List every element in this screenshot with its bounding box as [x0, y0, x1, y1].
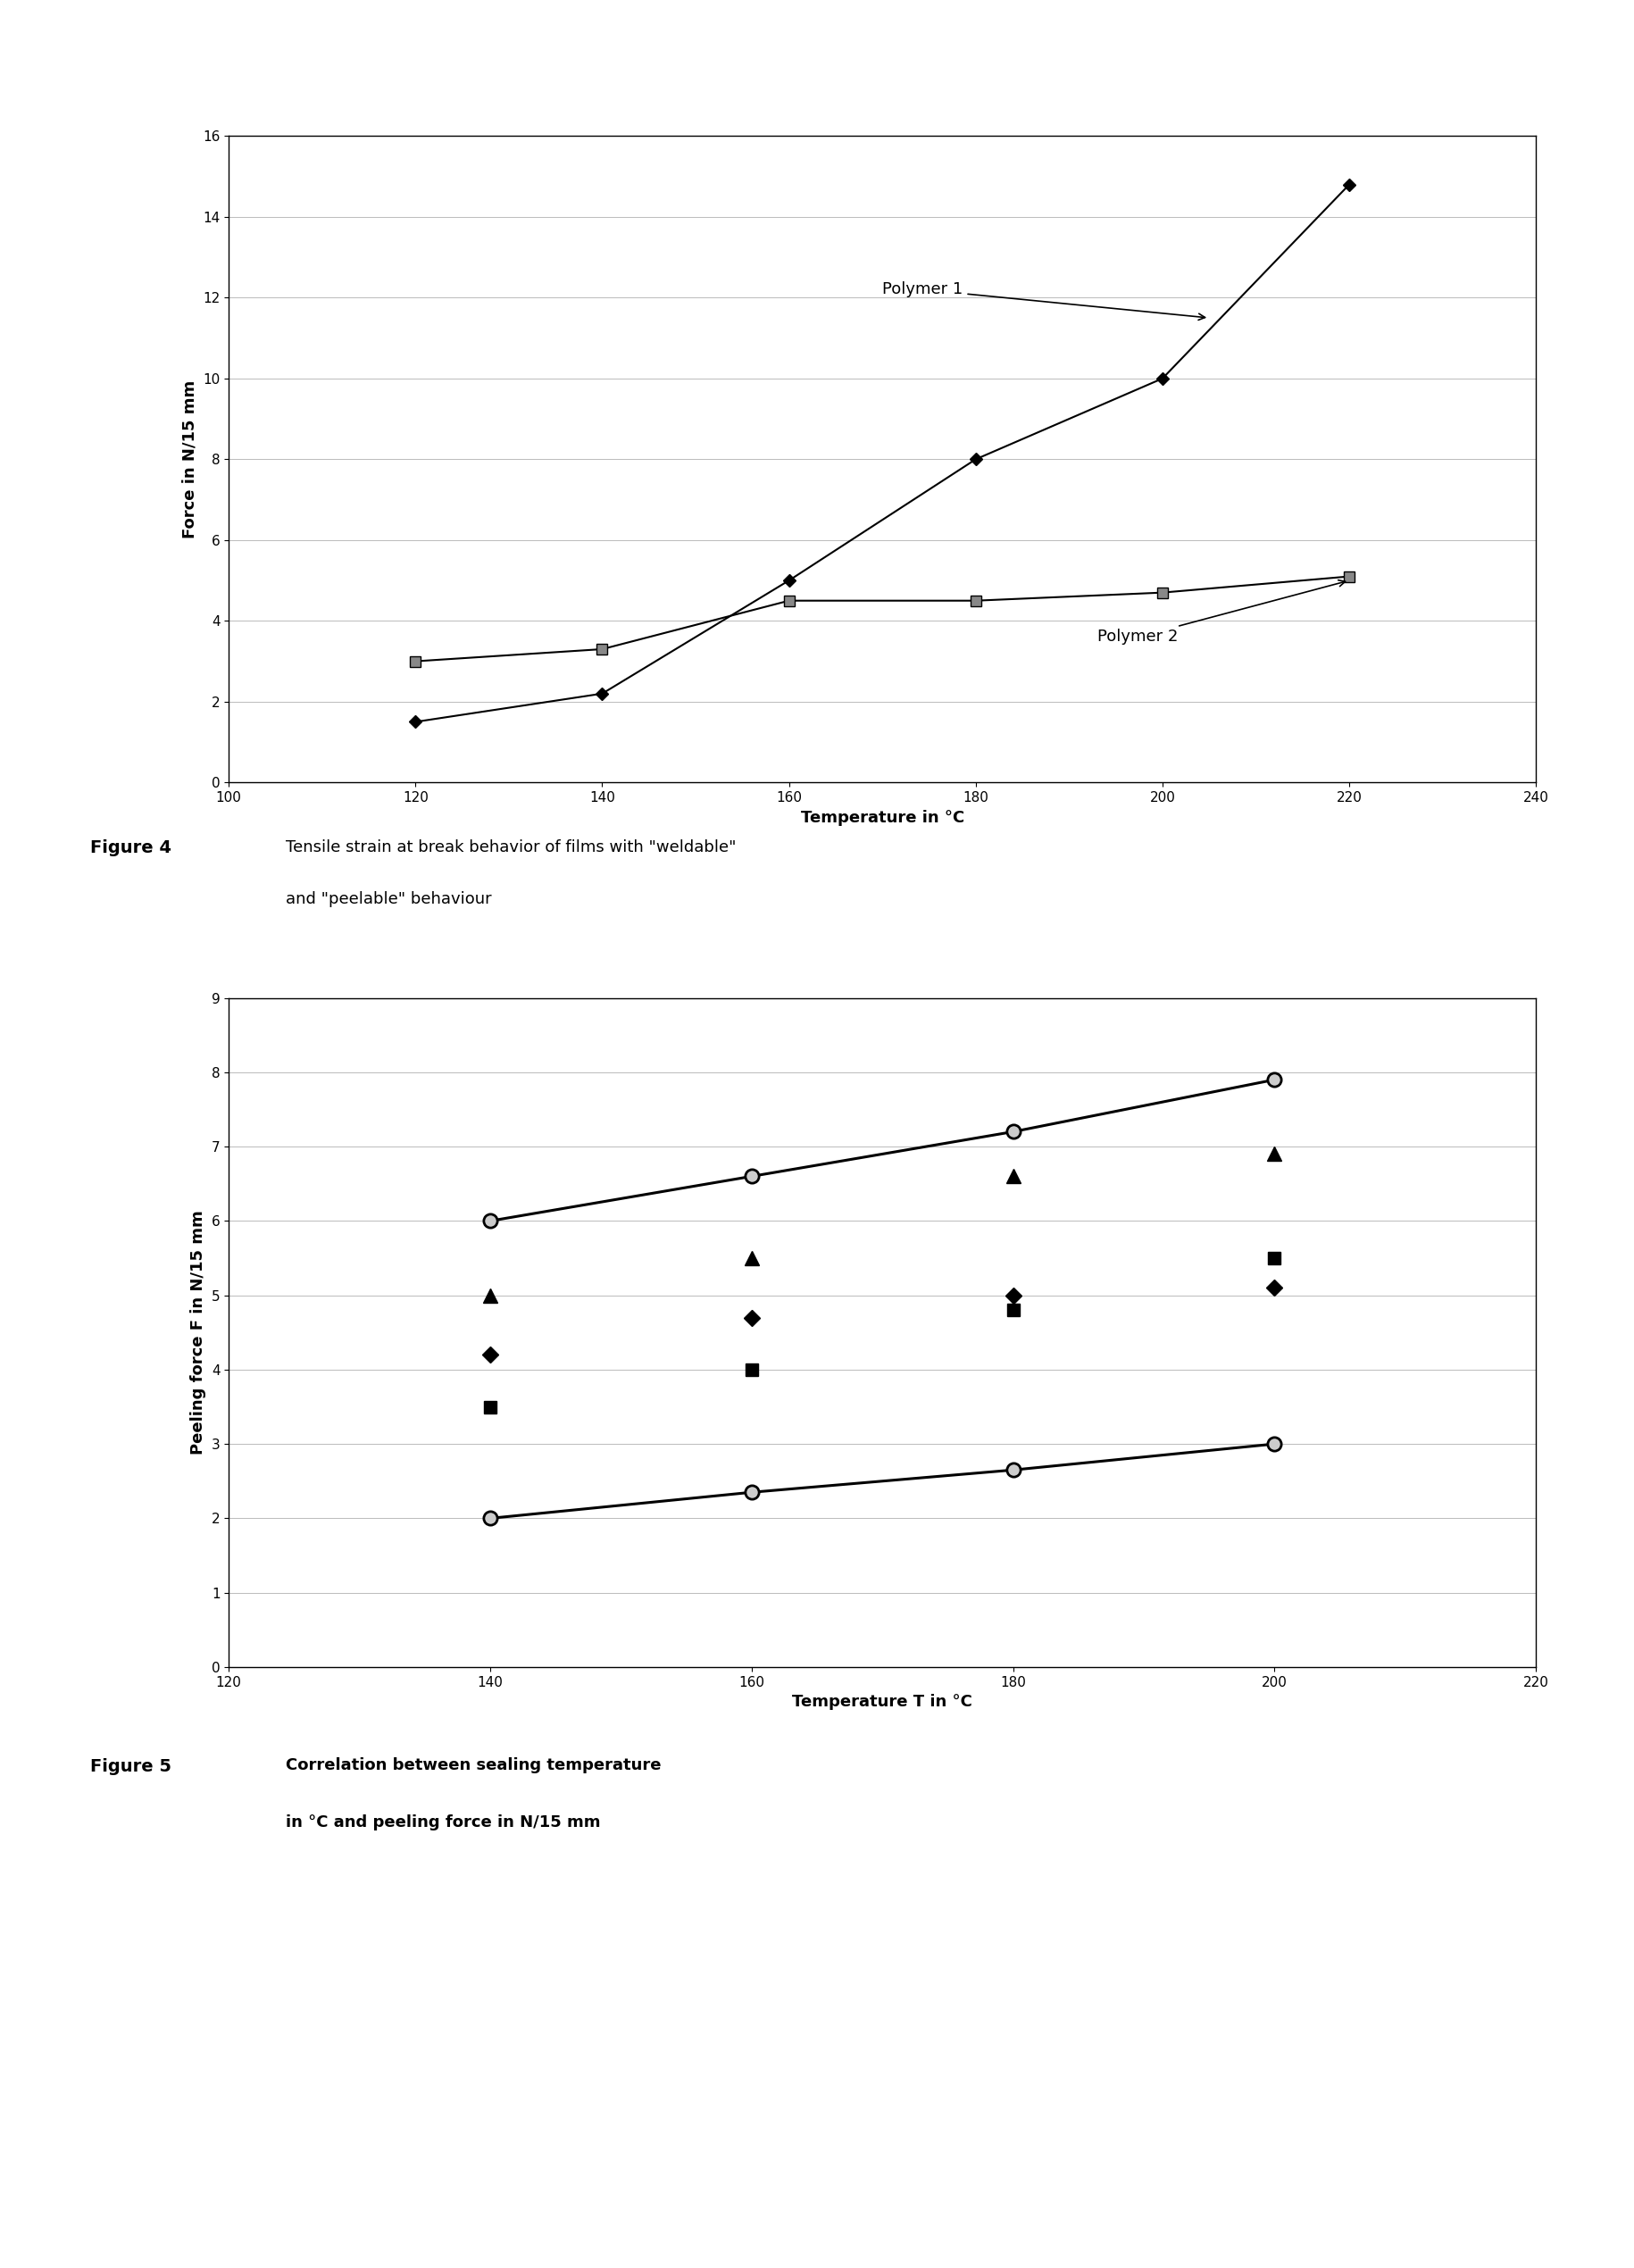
Text: and "peelable" behaviour: and "peelable" behaviour — [286, 891, 492, 907]
X-axis label: Temperature T in °C: Temperature T in °C — [792, 1694, 972, 1710]
Text: Figure 4: Figure 4 — [90, 839, 172, 855]
Y-axis label: Peeling force F in N/15 mm: Peeling force F in N/15 mm — [190, 1211, 206, 1454]
Text: in °C and peeling force in N/15 mm: in °C and peeling force in N/15 mm — [286, 1814, 601, 1830]
Y-axis label: Force in N/15 mm: Force in N/15 mm — [181, 381, 198, 538]
Text: Correlation between sealing temperature: Correlation between sealing temperature — [286, 1758, 662, 1774]
Text: Figure 5: Figure 5 — [90, 1758, 172, 1774]
X-axis label: Temperature in °C: Temperature in °C — [801, 810, 964, 826]
Text: Polymer 2: Polymer 2 — [1096, 581, 1345, 644]
Text: Tensile strain at break behavior of films with "weldable": Tensile strain at break behavior of film… — [286, 839, 737, 855]
Text: Polymer 1: Polymer 1 — [882, 281, 1204, 320]
